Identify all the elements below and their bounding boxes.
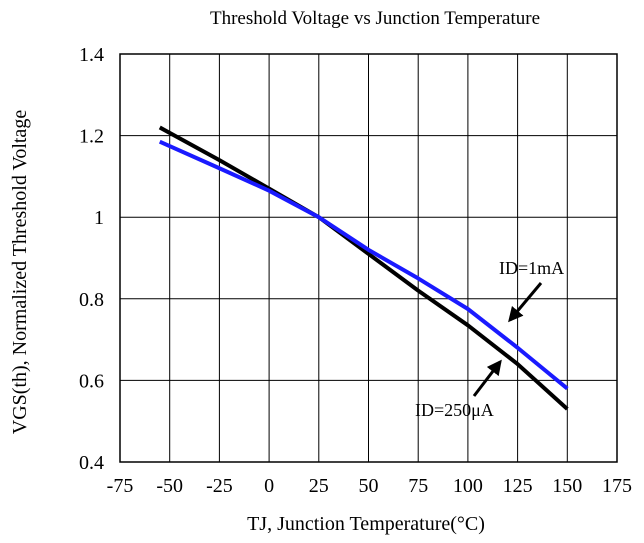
y-axis-label: VGS(th), Normalized Threshold Voltage [9,110,31,435]
chart-title: Threshold Voltage vs Junction Temperatur… [210,8,540,29]
x-axis: -75 -50 -25 0 25 50 75 100 125 150 175 [107,475,632,497]
x-tick-label: -75 [107,475,134,497]
annotation-label-250ua: ID=250μA [415,400,494,420]
series-group [158,125,569,411]
y-tick-label: 0.6 [79,370,104,392]
y-tick-label: 0.4 [79,452,104,474]
y-tick-label: 1 [94,207,104,229]
x-tick-label: 25 [309,475,329,497]
x-tick-label: 125 [503,475,533,497]
x-tick-label: 100 [453,475,483,497]
plot-frame [119,53,618,463]
y-tick-label: 1.4 [79,44,104,66]
series-line-250ua [158,125,569,411]
y-tick-label: 0.8 [79,289,104,311]
x-axis-label: TJ, Junction Temperature(°C) [247,513,485,535]
annotation-arrow-1ma [508,282,543,323]
y-axis: 0.4 0.6 0.8 1 1.2 1.4 [79,44,104,474]
annotations: ID=1mA ID=250μA [415,258,564,420]
y-tick-label: 1.2 [79,126,104,148]
series-line-1ma [158,139,569,391]
x-tick-label: -25 [206,475,233,497]
x-tick-label: 75 [408,475,428,497]
x-tick-label: 150 [552,475,582,497]
annotation-label-1ma: ID=1mA [499,258,564,278]
x-tick-label: 50 [359,475,379,497]
x-tick-label: 175 [602,475,632,497]
x-tick-label: 0 [264,475,274,497]
x-tick-label: -50 [156,475,183,497]
annotation-arrow-250ua [472,359,502,397]
